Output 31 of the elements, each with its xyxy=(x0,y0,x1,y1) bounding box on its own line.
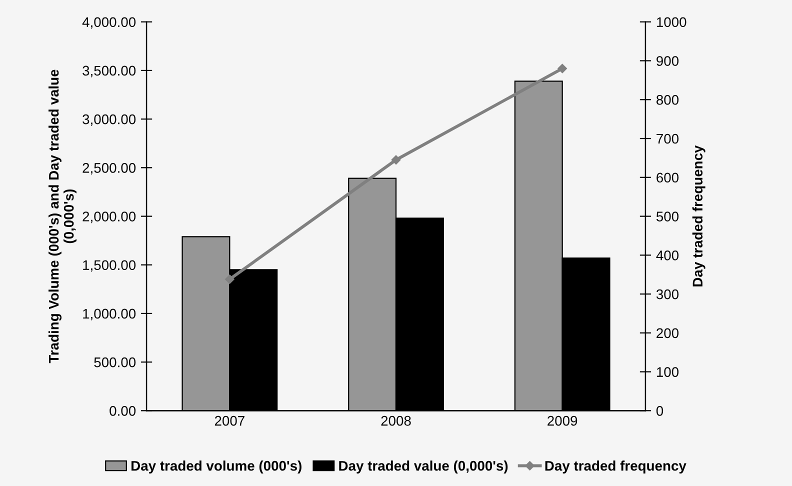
y2-tick-label: 400 xyxy=(656,250,679,260)
point xyxy=(225,274,234,284)
y2-tick-label: 700 xyxy=(656,134,679,144)
y-tick-label: 1,500.00 xyxy=(83,260,136,272)
y-tick-label: 2,500.00 xyxy=(82,163,136,174)
x-tick-label: 2009 xyxy=(548,416,578,426)
legend-label: Day traded volume (000's) xyxy=(132,460,302,474)
y2-tick-label: 1000 xyxy=(656,17,686,28)
x-tick-label: 2007 xyxy=(214,416,244,426)
point xyxy=(558,64,567,74)
y2-tick-label: 800 xyxy=(656,94,679,105)
y2-tick-label: 100 xyxy=(656,367,679,377)
y2-tick-label: 600 xyxy=(656,172,679,183)
y2-tick-label: 0 xyxy=(656,406,664,416)
y-tick-label: 4,000.00 xyxy=(82,17,136,29)
y-tick-label: 3,000.00 xyxy=(82,114,136,126)
y2-tick-label: 900 xyxy=(656,56,679,66)
legend-label: Day traded value (0,000's) xyxy=(339,460,508,474)
y2-tick-label: 300 xyxy=(656,289,679,300)
point xyxy=(391,155,401,165)
y-tick-label: 500.00 xyxy=(94,357,136,368)
y-tick-label: 0.00 xyxy=(110,406,136,416)
y-tick-label: 2,000.00 xyxy=(82,212,136,224)
x-tick-label: 2008 xyxy=(381,416,411,426)
y2-axis-title: Day traded frequency xyxy=(692,145,706,286)
y2-tick-label: 200 xyxy=(656,328,679,338)
legend-label: Day traded frequency xyxy=(545,460,686,474)
y2-tick-label: 500 xyxy=(656,212,679,222)
y-tick-label: 3,500.00 xyxy=(82,66,136,78)
y-axis-title: Trading Volume (000's) and Day traded value (0,000's) xyxy=(48,70,76,364)
y-tick-label: 1,000.00 xyxy=(83,308,136,320)
